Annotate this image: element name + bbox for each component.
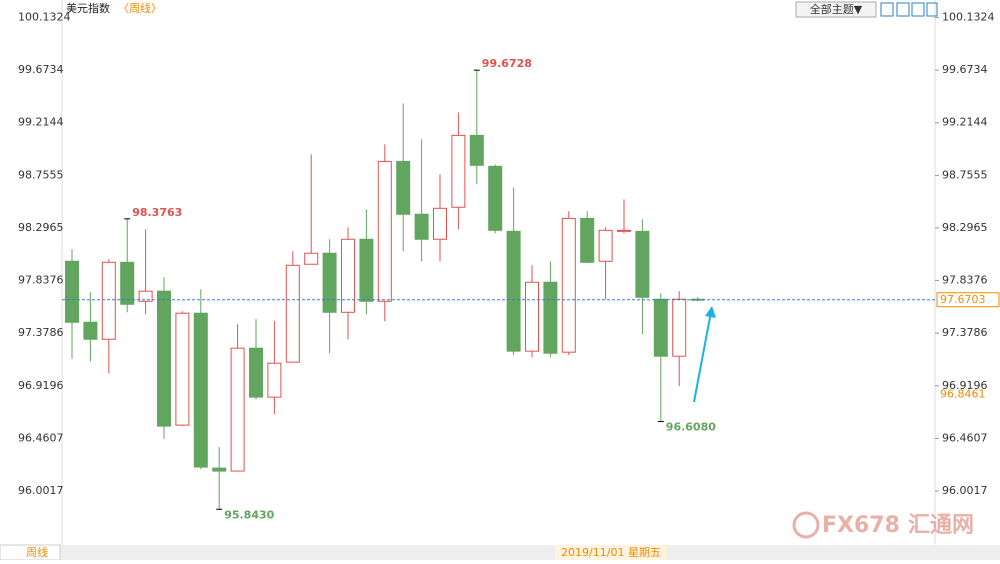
candle-body: [249, 347, 263, 398]
y-tick-label: 96.4607: [18, 431, 64, 444]
candle-body: [617, 229, 631, 232]
y2-tick-label: 99.6734: [942, 63, 988, 76]
y-tick-label: 98.7555: [18, 168, 64, 181]
candle-body: [341, 238, 355, 313]
current-price-label: 97.6703: [940, 293, 986, 306]
candle-body: [212, 467, 227, 472]
candle-body: [83, 321, 98, 340]
current-price-box: [936, 292, 1000, 308]
marker-price-label: 96.8461: [940, 387, 986, 400]
candle-body: [285, 264, 300, 363]
annotation-label: 95.8430: [224, 508, 274, 521]
candle-body: [322, 252, 337, 313]
period[interactable]: 〈周线〉: [118, 1, 162, 15]
candle-body: [672, 298, 687, 357]
arrow: [693, 311, 712, 403]
candle-body: [157, 290, 171, 427]
candle-body: [138, 290, 153, 302]
candle-body: [377, 160, 392, 302]
candle-body: [396, 160, 411, 215]
candle-body: [469, 134, 484, 166]
y2-tick-label: 98.2965: [942, 221, 988, 234]
candle-body: [433, 207, 447, 240]
annotation-label: 99.6728: [482, 57, 532, 70]
candle-body: [193, 312, 208, 468]
candle-body: [65, 260, 79, 323]
y2-tick-label: 96.0017: [942, 484, 988, 497]
bottom-bar: [0, 545, 1000, 560]
candle-body: [635, 230, 650, 298]
y2-tick-label: 97.8376: [942, 274, 988, 287]
period-tab-label[interactable]: 周线: [26, 545, 48, 559]
toolbar-icons[interactable]: [880, 2, 938, 17]
candle-body: [267, 362, 282, 398]
candle-body: [506, 230, 521, 352]
candle-body: [451, 134, 466, 208]
y-tick-label: 97.8376: [18, 274, 64, 287]
candle-body: [120, 261, 135, 305]
candle-body: [359, 238, 374, 302]
y-tick-label: 99.2144: [18, 116, 64, 129]
chart-title: 美元指数: [66, 1, 110, 15]
y2-tick-label: 96.9196: [942, 379, 988, 392]
candle-body: [414, 213, 429, 240]
watermark-brand-cn: 汇通网: [908, 513, 974, 538]
y-tick-label: 97.3786: [18, 326, 64, 339]
y2-tick-label: 100.1324: [942, 10, 995, 23]
candle-body: [525, 281, 539, 352]
y-tick-label: 96.9196: [18, 379, 64, 392]
y2-tick-label: 99.2144: [942, 116, 988, 129]
crosshair-label: 2019/11/01 星期五: [561, 546, 661, 559]
annotation-label: 96.6080: [666, 421, 716, 434]
candle-body: [543, 281, 558, 354]
watermark-logo: [792, 511, 820, 539]
candle-body: [653, 298, 668, 357]
candle-body: [230, 347, 245, 472]
candle-body: [598, 229, 613, 262]
crosshair-box: [555, 545, 667, 560]
theme-button[interactable]: [795, 1, 877, 18]
candle-body: [304, 252, 319, 265]
y2-tick-label: 97.3786: [942, 326, 988, 339]
y2-tick-label: 96.4607: [942, 431, 988, 444]
y-tick-label: 96.0017: [18, 484, 64, 497]
candle-body: [175, 312, 190, 426]
y2-tick-label: 98.7555: [942, 168, 988, 181]
y-tick-label: 98.2965: [18, 221, 64, 234]
theme-button-label[interactable]: 全部主题▼: [810, 2, 863, 16]
candle-body: [101, 261, 116, 340]
annotation-label: 98.3763: [132, 206, 182, 219]
candle-body: [580, 217, 595, 263]
watermark-brand: FX678: [822, 513, 900, 538]
candle-body: [488, 165, 503, 231]
y-tick-label: 99.6734: [18, 63, 64, 76]
arrow-head: [705, 306, 716, 318]
y-tick-label: 100.1324: [18, 10, 71, 23]
candle-body: [561, 217, 576, 353]
